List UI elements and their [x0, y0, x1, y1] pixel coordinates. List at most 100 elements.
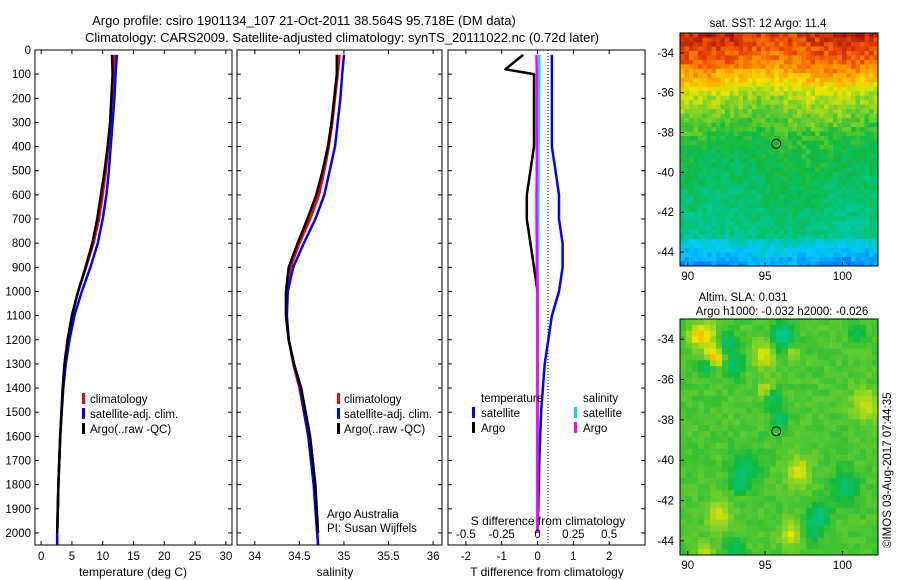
heatmap-cell	[692, 472, 699, 479]
heatmap-cell	[684, 50, 690, 56]
heatmap-cell	[684, 230, 690, 236]
heatmap-cell	[866, 490, 873, 497]
heatmap-cell	[837, 100, 843, 106]
heatmap-cell	[842, 149, 847, 155]
heatmap-cell	[698, 243, 703, 249]
heatmap-cell	[848, 401, 855, 408]
y-tick-label: 1500	[5, 407, 31, 419]
heatmap-cell	[729, 149, 735, 155]
heatmap-cell	[810, 104, 816, 110]
heatmap-cell	[854, 431, 861, 438]
heatmap-cell	[869, 100, 874, 106]
heatmap-cell	[860, 37, 865, 43]
heatmap-cell	[848, 496, 855, 503]
heatmap-cell	[819, 50, 825, 56]
heatmap-cell	[797, 198, 802, 204]
heatmap-cell	[819, 82, 825, 88]
heatmap-cell	[828, 158, 834, 164]
heatmap-cell	[752, 478, 759, 485]
heatmap-cell	[758, 519, 765, 526]
heatmap-cell	[710, 519, 717, 526]
heatmap-cell	[692, 437, 699, 444]
heatmap-cell	[702, 145, 708, 150]
heatmap-cell	[860, 261, 865, 267]
heatmap-cell	[725, 140, 730, 146]
heatmap-cell	[828, 77, 834, 83]
heatmap-cell	[734, 37, 739, 43]
heatmap-cell	[872, 496, 879, 503]
heatmap-cell	[800, 378, 807, 385]
heatmap-cell	[770, 55, 775, 61]
heatmap-cell	[836, 525, 843, 532]
heatmap-cell	[873, 91, 879, 97]
heatmap-cell	[812, 484, 819, 491]
heatmap-cell	[837, 212, 843, 218]
heatmap-cell	[693, 37, 699, 43]
heatmap-cell	[761, 252, 766, 258]
heatmap-cell	[788, 395, 795, 402]
heatmap-cell	[758, 419, 765, 426]
difference-x-ticks: -2 -1 0 1 2	[461, 50, 612, 563]
heatmap-cell	[842, 145, 847, 150]
heatmap-cell	[872, 454, 879, 461]
heatmap-cell	[716, 234, 721, 240]
heatmap-cell	[819, 131, 825, 137]
heatmap-cell	[738, 230, 744, 236]
heatmap-cell	[770, 64, 775, 70]
heatmap-cell	[693, 91, 699, 97]
heatmap-cell	[756, 127, 762, 132]
heatmap-cell	[740, 360, 747, 367]
heatmap-cell	[797, 127, 802, 132]
map-y-tick-label: -42	[657, 496, 674, 508]
heatmap-cell	[734, 41, 739, 47]
heatmap-cell	[738, 180, 744, 186]
heatmap-cell	[848, 395, 855, 402]
heatmap-cell	[752, 484, 759, 491]
heatmap-cell	[729, 189, 735, 195]
heatmap-cell	[824, 501, 831, 509]
heatmap-cell	[788, 176, 793, 182]
heatmap-cell	[702, 216, 708, 222]
heatmap-cell	[710, 413, 717, 420]
heatmap-cell	[770, 221, 775, 227]
heatmap-cell	[740, 490, 747, 497]
heatmap-cell	[833, 68, 838, 74]
heatmap-cell	[746, 425, 753, 432]
heatmap-cell	[734, 257, 739, 262]
heatmap-cell	[743, 261, 748, 267]
heatmap-cell	[689, 221, 694, 227]
heatmap-cell	[869, 145, 874, 150]
heatmap-cell	[752, 145, 757, 150]
heatmap-cell	[747, 149, 753, 155]
heatmap-cell	[770, 41, 775, 47]
heatmap-cell	[855, 136, 861, 141]
heatmap-cell	[846, 252, 852, 258]
heatmap-cell	[806, 490, 813, 497]
heatmap-cell	[680, 348, 687, 355]
heatmap-cell	[815, 64, 820, 70]
heatmap-cell	[692, 442, 699, 450]
heatmap-cell	[873, 82, 879, 88]
heatmap-cell	[765, 176, 771, 182]
heatmap-cell	[837, 82, 843, 88]
heatmap-cell	[842, 383, 849, 391]
heatmap-cell	[728, 324, 735, 332]
heatmap-cell	[738, 207, 744, 213]
heatmap-cell	[702, 194, 708, 200]
heatmap-cell	[702, 91, 708, 97]
heatmap-cell	[752, 221, 757, 227]
heatmap-cell	[806, 91, 811, 97]
heatmap-cell	[729, 198, 735, 204]
heatmap-cell	[842, 484, 849, 491]
heatmap-cell	[689, 86, 694, 92]
heatmap-cell	[800, 419, 807, 426]
heatmap-cell	[698, 389, 705, 397]
heatmap-cell	[707, 145, 712, 150]
sla-map-title-line2: Argo h1000: -0.032 h2000: -0.026	[696, 306, 869, 318]
heatmap-cell	[752, 425, 759, 432]
heatmap-cell	[743, 198, 748, 204]
heatmap-cell	[770, 549, 777, 556]
heatmap-cell	[866, 501, 873, 509]
heatmap-cell	[747, 33, 753, 38]
heatmap-cell	[860, 176, 865, 182]
